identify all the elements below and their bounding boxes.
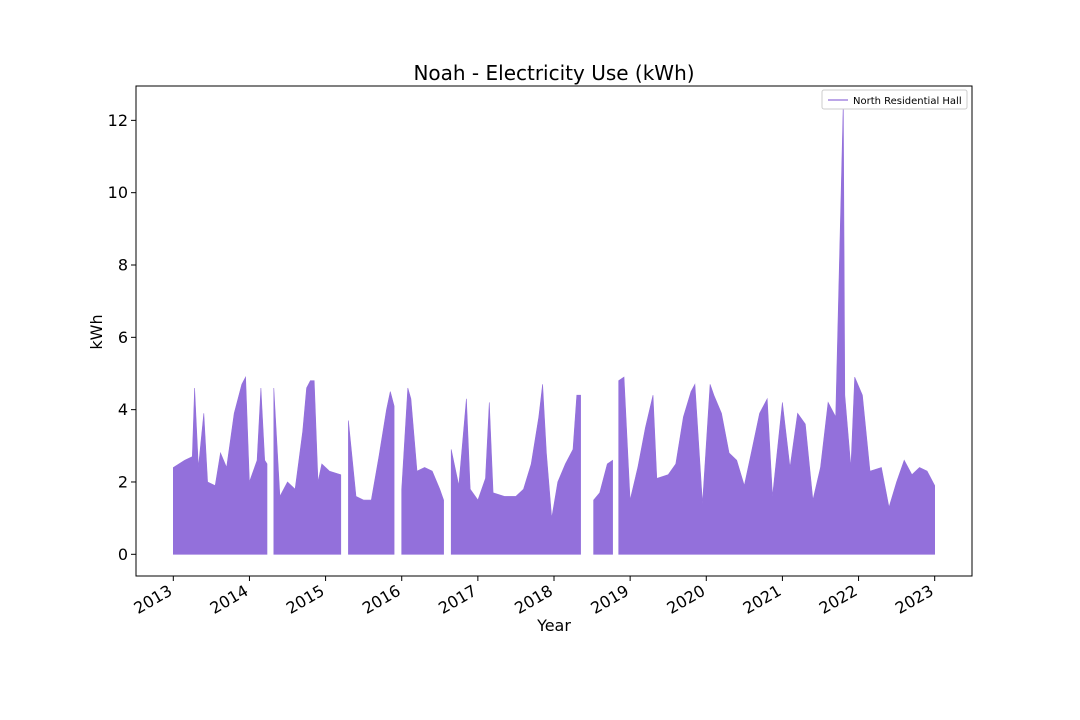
y-tick-label: 10 bbox=[108, 183, 128, 202]
y-tick-label: 4 bbox=[118, 400, 128, 419]
series-segment bbox=[173, 375, 268, 555]
chart-title: Noah - Electricity Use (kWh) bbox=[413, 61, 694, 85]
series-segment bbox=[593, 459, 613, 555]
y-tick-label: 12 bbox=[108, 111, 128, 130]
series-segment bbox=[450, 384, 581, 555]
series-segment bbox=[401, 387, 444, 555]
legend-box bbox=[821, 89, 968, 110]
y-tick-label: 8 bbox=[118, 256, 128, 275]
y-tick-label: 0 bbox=[118, 545, 128, 564]
series-segment bbox=[348, 391, 395, 555]
legend: North Residential Hall bbox=[821, 89, 968, 110]
y-tick-label: 6 bbox=[118, 328, 128, 347]
legend-label: North Residential Hall bbox=[853, 96, 962, 107]
y-axis: 0 2 4 6 8 10 12 bbox=[108, 111, 136, 564]
series-segment bbox=[273, 380, 342, 555]
y-axis-label: kWh bbox=[87, 314, 106, 349]
y-tick-label: 2 bbox=[118, 472, 128, 491]
series-segment bbox=[618, 102, 935, 555]
x-axis-label: Year bbox=[536, 616, 571, 635]
plot-frame bbox=[135, 85, 973, 577]
series-layer bbox=[173, 102, 935, 555]
